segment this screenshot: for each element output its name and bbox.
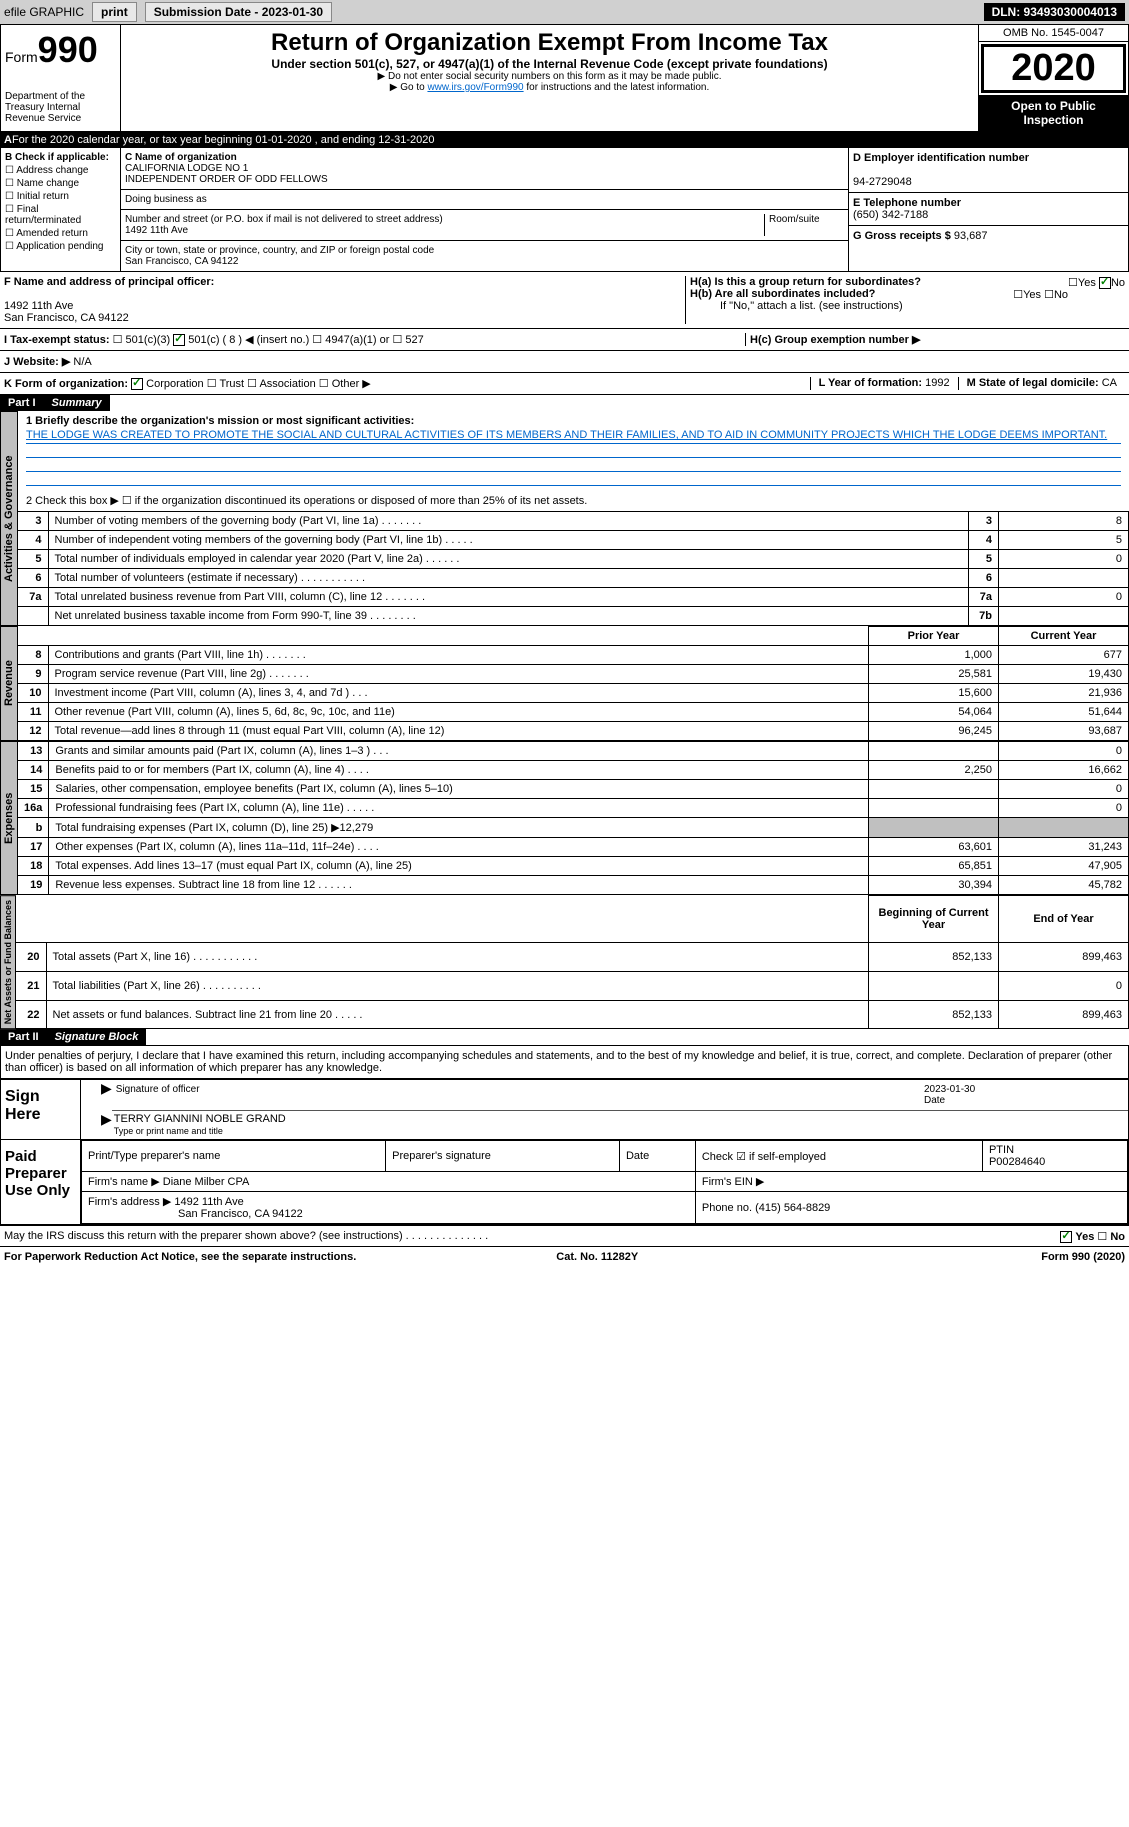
tax-year-big: 2020 (981, 44, 1126, 93)
dln-label: DLN: 93493030004013 (984, 3, 1125, 21)
note-ssn: ▶ Do not enter social security numbers o… (125, 71, 974, 82)
dept-label: Department of the Treasury Internal Reve… (5, 91, 116, 124)
section-i-hc: I Tax-exempt status: ☐ 501(c)(3) 501(c) … (0, 329, 1129, 351)
may-irs-discuss: May the IRS discuss this return with the… (0, 1226, 1129, 1247)
corp-checkbox[interactable] (131, 378, 143, 390)
checkbox-item[interactable]: ☐ Final return/terminated (5, 204, 116, 226)
open-public-label: Open to Public Inspection (979, 95, 1128, 131)
form-title: Return of Organization Exempt From Incom… (125, 29, 974, 57)
irs-yes-checkbox[interactable] (1060, 1231, 1072, 1243)
form-number: 990 (38, 29, 98, 70)
gov-side-label: Activities & Governance (0, 411, 18, 626)
tax-year-line: AFor the 2020 calendar year, or tax year… (0, 132, 1129, 148)
exp-side-label: Expenses (0, 741, 18, 895)
print-button[interactable]: print (92, 2, 137, 22)
checkbox-item[interactable]: ☐ Application pending (5, 241, 116, 252)
section-klm: K Form of organization: Corporation ☐ Tr… (0, 373, 1129, 395)
header-grid: B Check if applicable: ☐ Address change☐… (0, 148, 1129, 272)
ha-no-checkbox[interactable] (1099, 277, 1111, 289)
preparer-table: Print/Type preparer's namePreparer's sig… (81, 1140, 1128, 1224)
section-b: B Check if applicable: ☐ Address change☐… (1, 148, 121, 271)
revenue-table: Prior YearCurrent Year8Contributions and… (18, 626, 1129, 741)
form-header: Form990 Department of the Treasury Inter… (0, 24, 1129, 132)
checkbox-item[interactable]: ☐ Initial return (5, 191, 116, 202)
checkbox-item[interactable]: ☐ Amended return (5, 228, 116, 239)
irs-link[interactable]: www.irs.gov/Form990 (427, 82, 523, 93)
submission-date: Submission Date - 2023-01-30 (145, 2, 332, 22)
mission-text: THE LODGE WAS CREATED TO PROMOTE THE SOC… (26, 427, 1121, 444)
part-ii: Part IISignature Block Under penalties o… (0, 1029, 1129, 1247)
net-assets-table: Beginning of Current YearEnd of Year20To… (16, 895, 1129, 1029)
omb-number: OMB No. 1545-0047 (979, 25, 1128, 42)
net-side-label: Net Assets or Fund Balances (0, 895, 16, 1029)
declaration-text: Under penalties of perjury, I declare th… (0, 1045, 1129, 1079)
form-prefix: Form (5, 49, 38, 65)
form-subtitle: Under section 501(c), 527, or 4947(a)(1)… (125, 57, 974, 71)
checkbox-item[interactable]: ☐ Name change (5, 178, 116, 189)
rev-side-label: Revenue (0, 626, 18, 741)
efile-label: efile GRAPHIC (4, 5, 84, 19)
section-c: C Name of organizationCALIFORNIA LODGE N… (121, 148, 848, 271)
section-fh: F Name and address of principal officer:… (0, 272, 1129, 329)
note-goto: ▶ Go to www.irs.gov/Form990 for instruct… (125, 82, 974, 93)
expenses-table: 13Grants and similar amounts paid (Part … (18, 741, 1129, 895)
section-j: J Website: ▶ N/A (0, 351, 1129, 373)
page-footer: For Paperwork Reduction Act Notice, see … (0, 1247, 1129, 1267)
part-i: Part ISummary Activities & Governance 1 … (0, 395, 1129, 1029)
top-bar: efile GRAPHIC print Submission Date - 20… (0, 0, 1129, 24)
section-def: D Employer identification number94-27290… (848, 148, 1128, 271)
governance-table: 3Number of voting members of the governi… (18, 511, 1129, 626)
checkbox-item[interactable]: ☐ Address change (5, 165, 116, 176)
501c-checkbox[interactable] (173, 334, 185, 346)
